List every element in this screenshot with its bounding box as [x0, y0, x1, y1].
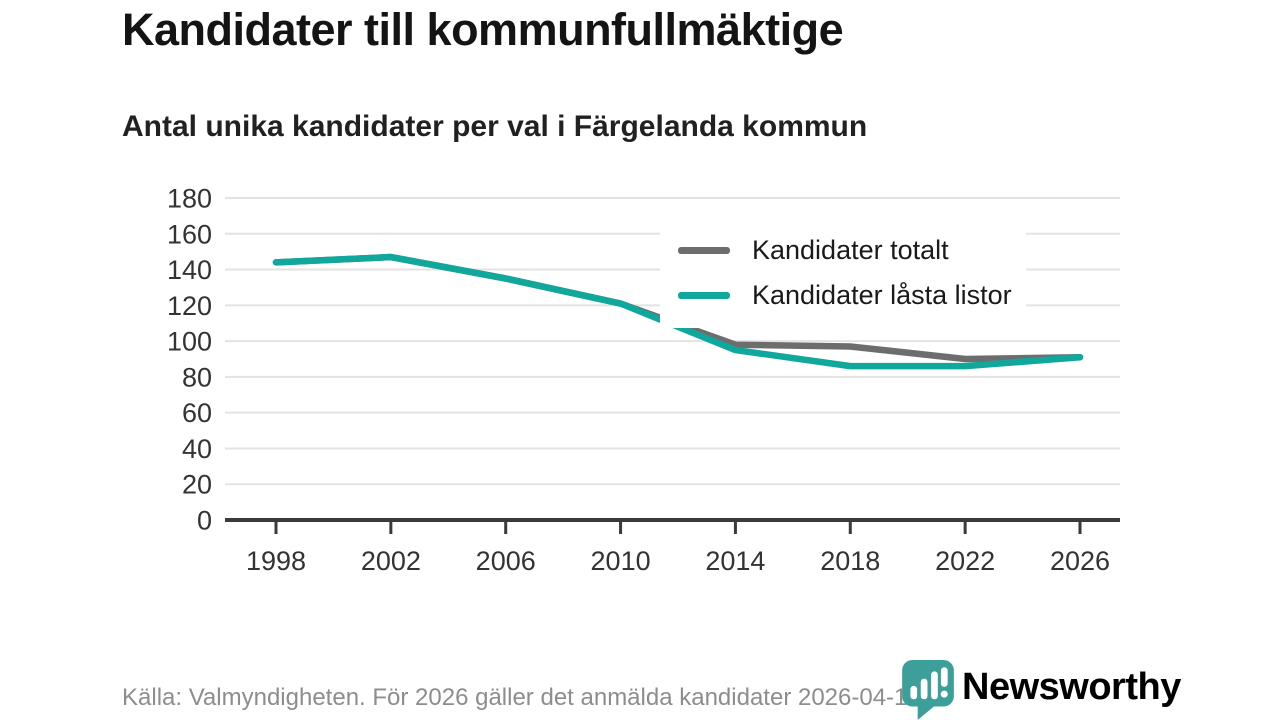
newsworthy-logo-icon: [902, 660, 954, 720]
y-tick-label: 120: [167, 291, 212, 321]
legend-label-lasta-listor: Kandidater låsta listor: [752, 280, 1012, 310]
x-tick-label: 2022: [935, 546, 995, 576]
y-tick-label: 100: [167, 327, 212, 357]
x-tick-label: 2026: [1050, 546, 1110, 576]
legend-swatch-lasta-listor: [678, 292, 730, 299]
chart-legend: Kandidater totalt Kandidater låsta listo…: [660, 220, 1026, 328]
y-tick-label: 20: [182, 470, 212, 500]
x-tick-label: 2010: [591, 546, 651, 576]
legend-item-lasta-listor: Kandidater låsta listor: [678, 273, 1012, 318]
y-tick-label: 140: [167, 255, 212, 285]
x-tick-label: 1998: [246, 546, 306, 576]
newsworthy-wordmark: Newsworthy: [962, 666, 1181, 708]
y-tick-label: 40: [182, 434, 212, 464]
x-tick-label: 2006: [476, 546, 536, 576]
y-tick-label: 180: [167, 184, 212, 214]
chart-subtitle: Antal unika kandidater per val i Färgela…: [122, 110, 868, 143]
y-tick-label: 60: [182, 398, 212, 428]
legend-swatch-totalt: [678, 247, 730, 254]
x-tick-label: 2018: [820, 546, 880, 576]
y-tick-label: 80: [182, 362, 212, 392]
x-tick-label: 2002: [361, 546, 421, 576]
page-title: Kandidater till kommunfullmäktige: [122, 4, 844, 55]
y-tick-label: 160: [167, 219, 212, 249]
legend-label-totalt: Kandidater totalt: [752, 235, 949, 265]
legend-item-totalt: Kandidater totalt: [678, 228, 1012, 273]
x-tick-label: 2014: [705, 546, 765, 576]
y-tick-label: 0: [197, 506, 212, 536]
newsworthy-logo: Newsworthy: [901, 660, 1181, 720]
source-note: Källa: Valmyndigheten. För 2026 gäller d…: [122, 684, 928, 711]
